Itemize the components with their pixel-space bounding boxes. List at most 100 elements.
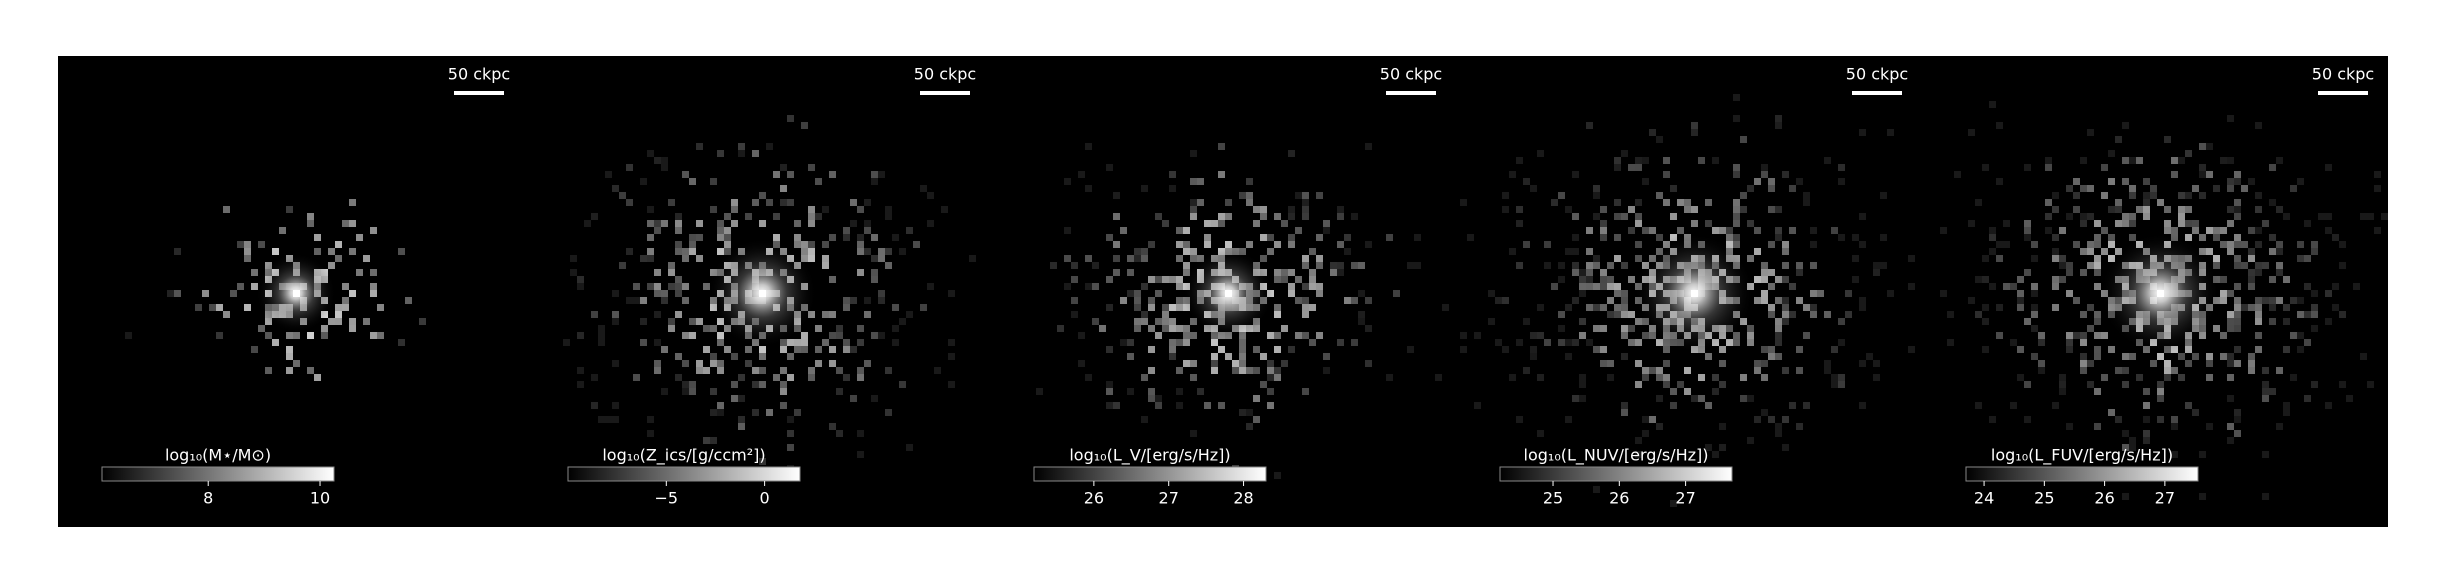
pixel: [2143, 416, 2150, 423]
pixel: [703, 325, 710, 332]
pixel: [654, 290, 661, 297]
pixel: [1113, 402, 1120, 409]
pixel: [1260, 381, 1267, 388]
pixel: [822, 262, 829, 269]
pixel: [1754, 248, 1761, 255]
pixel: [2213, 325, 2220, 332]
pixel: [2080, 360, 2087, 367]
scalebar-label: 50 ckpc: [448, 65, 510, 84]
pixel: [1302, 332, 1309, 339]
pixel: [2038, 367, 2045, 374]
pixel: [1831, 346, 1838, 353]
pixel: [1302, 388, 1309, 395]
pixel: [1621, 304, 1628, 311]
pixel: [612, 416, 619, 423]
pixel: [745, 360, 752, 367]
pixel: [2129, 353, 2136, 360]
pixel: [1684, 367, 1691, 374]
pixel: [2066, 339, 2073, 346]
pixel: [612, 311, 619, 318]
pixel: [1211, 360, 1218, 367]
core: [2157, 290, 2164, 297]
pixel: [286, 206, 293, 213]
pixel: [1071, 262, 1078, 269]
pixel: [1761, 374, 1768, 381]
pixel: [878, 171, 885, 178]
pixel: [1064, 178, 1071, 185]
pixel: [1579, 381, 1586, 388]
pixel: [1323, 227, 1330, 234]
pixel: [1712, 374, 1719, 381]
pixel: [1572, 262, 1579, 269]
pixel: [661, 157, 668, 164]
pixel: [1225, 199, 1232, 206]
pixel: [2122, 430, 2129, 437]
pixel: [2171, 227, 2178, 234]
pixel: [1162, 276, 1169, 283]
pixel: [2101, 192, 2108, 199]
pixel: [1859, 402, 1866, 409]
pixel: [2108, 206, 2115, 213]
pixel: [920, 185, 927, 192]
pixel: [675, 374, 682, 381]
pixel: [1803, 199, 1810, 206]
pixel: [2227, 360, 2234, 367]
scalebar-label: 50 ckpc: [914, 65, 976, 84]
pixel: [1698, 374, 1705, 381]
pixel: [808, 164, 815, 171]
pixel: [1141, 283, 1148, 290]
pixel: [836, 332, 843, 339]
pixel: [808, 374, 815, 381]
pixel: [1544, 339, 1551, 346]
pixel: [661, 388, 668, 395]
pixel: [759, 367, 766, 374]
pixel: [1274, 367, 1281, 374]
pixel: [661, 346, 668, 353]
pixel: [2234, 171, 2241, 178]
pixel: [1169, 353, 1176, 360]
panel: 50 ckpc log₁₀(Z_ics/[g/ccm²]) −5 0: [524, 56, 990, 527]
pixel: [1593, 185, 1600, 192]
pixel: [885, 262, 892, 269]
pixel: [1747, 395, 1754, 402]
pixel: [682, 171, 689, 178]
pixel: [1607, 311, 1614, 318]
pixel: [2206, 227, 2213, 234]
pixel: [1670, 388, 1677, 395]
pixel: [1712, 227, 1719, 234]
pixel: [1873, 269, 1880, 276]
pixel: [2192, 220, 2199, 227]
pixel: [2227, 241, 2234, 248]
pixel: [1190, 178, 1197, 185]
pixel: [1176, 339, 1183, 346]
colorbar: [101, 466, 335, 482]
pixel: [689, 388, 696, 395]
pixel: [1267, 248, 1274, 255]
pixel: [878, 255, 885, 262]
pixel: [1852, 255, 1859, 262]
colorbar-tick-label: 8: [203, 489, 213, 508]
pixel: [1183, 339, 1190, 346]
pixel: [612, 360, 619, 367]
pixel: [1691, 129, 1698, 136]
pixel: [1880, 262, 1887, 269]
pixel: [2199, 234, 2206, 241]
pixel: [1968, 220, 1975, 227]
pixel: [2094, 234, 2101, 241]
pixel: [612, 290, 619, 297]
pixel: [731, 220, 738, 227]
pixel: [1267, 367, 1274, 374]
pixel: [1183, 332, 1190, 339]
pixel: [2066, 290, 2073, 297]
pixel: [773, 213, 780, 220]
pixel: [2052, 283, 2059, 290]
pixel: [1656, 367, 1663, 374]
pixel: [2157, 395, 2164, 402]
pixel: [794, 346, 801, 353]
pixel: [815, 213, 822, 220]
pixel: [591, 311, 598, 318]
pixel: [1642, 374, 1649, 381]
colorbar-tick-label: 27: [1675, 489, 1695, 508]
pixel: [626, 199, 633, 206]
pixel: [2024, 381, 2031, 388]
